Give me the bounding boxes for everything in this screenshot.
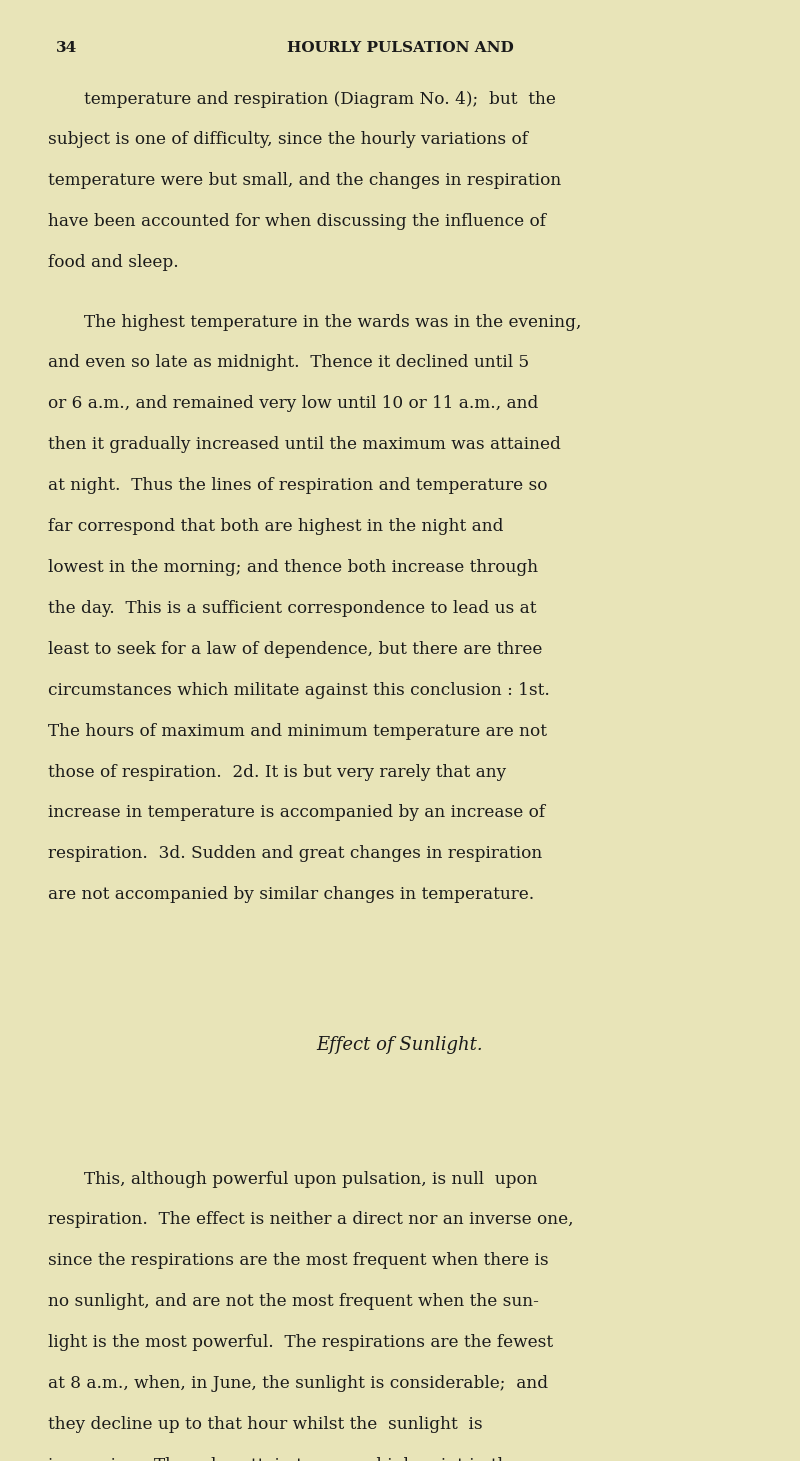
Text: and even so late as midnight.  Thence it declined until 5: and even so late as midnight. Thence it … xyxy=(48,355,530,371)
Text: since the respirations are the most frequent when there is: since the respirations are the most freq… xyxy=(48,1252,549,1270)
Text: temperature and respiration (Diagram No. 4);  but  the: temperature and respiration (Diagram No.… xyxy=(84,91,556,108)
Text: lowest in the morning; and thence both increase through: lowest in the morning; and thence both i… xyxy=(48,560,538,576)
Text: The hours of maximum and minimum temperature are not: The hours of maximum and minimum tempera… xyxy=(48,723,547,739)
Text: or 6 a.m., and remained very low until 10 or 11 a.m., and: or 6 a.m., and remained very low until 1… xyxy=(48,396,538,412)
Text: HOURLY PULSATION AND: HOURLY PULSATION AND xyxy=(286,41,514,56)
Text: increasing.  They also attain to a very high point in the: increasing. They also attain to a very h… xyxy=(48,1457,518,1461)
Text: light is the most powerful.  The respirations are the fewest: light is the most powerful. The respirat… xyxy=(48,1334,553,1351)
Text: respiration.  3d. Sudden and great changes in respiration: respiration. 3d. Sudden and great change… xyxy=(48,846,542,862)
Text: The highest temperature in the wards was in the evening,: The highest temperature in the wards was… xyxy=(84,314,582,330)
Text: those of respiration.  2d. It is but very rarely that any: those of respiration. 2d. It is but very… xyxy=(48,764,506,780)
Text: then it gradually increased until the maximum was attained: then it gradually increased until the ma… xyxy=(48,437,561,453)
Text: temperature were but small, and the changes in respiration: temperature were but small, and the chan… xyxy=(48,172,562,190)
Text: respiration.  The effect is neither a direct nor an inverse one,: respiration. The effect is neither a dir… xyxy=(48,1211,574,1229)
Text: they decline up to that hour whilst the  sunlight  is: they decline up to that hour whilst the … xyxy=(48,1416,482,1433)
Text: Effect of Sunlight.: Effect of Sunlight. xyxy=(317,1036,483,1053)
Text: at night.  Thus the lines of respiration and temperature so: at night. Thus the lines of respiration … xyxy=(48,478,547,494)
Text: least to seek for a law of dependence, but there are three: least to seek for a law of dependence, b… xyxy=(48,641,542,657)
Text: no sunlight, and are not the most frequent when the sun-: no sunlight, and are not the most freque… xyxy=(48,1293,539,1311)
Text: circumstances which militate against this conclusion : 1st.: circumstances which militate against thi… xyxy=(48,682,550,698)
Text: This, although powerful upon pulsation, is null  upon: This, although powerful upon pulsation, … xyxy=(84,1170,538,1188)
Text: at 8 a.m., when, in June, the sunlight is considerable;  and: at 8 a.m., when, in June, the sunlight i… xyxy=(48,1375,548,1392)
Text: are not accompanied by similar changes in temperature.: are not accompanied by similar changes i… xyxy=(48,887,534,903)
Text: increase in temperature is accompanied by an increase of: increase in temperature is accompanied b… xyxy=(48,805,545,821)
Text: the day.  This is a sufficient correspondence to lead us at: the day. This is a sufficient correspond… xyxy=(48,600,537,617)
Text: far correspond that both are highest in the night and: far correspond that both are highest in … xyxy=(48,519,503,535)
Text: food and sleep.: food and sleep. xyxy=(48,254,178,272)
Text: subject is one of difficulty, since the hourly variations of: subject is one of difficulty, since the … xyxy=(48,131,528,149)
Text: have been accounted for when discussing the influence of: have been accounted for when discussing … xyxy=(48,213,546,231)
Text: 34: 34 xyxy=(56,41,78,56)
